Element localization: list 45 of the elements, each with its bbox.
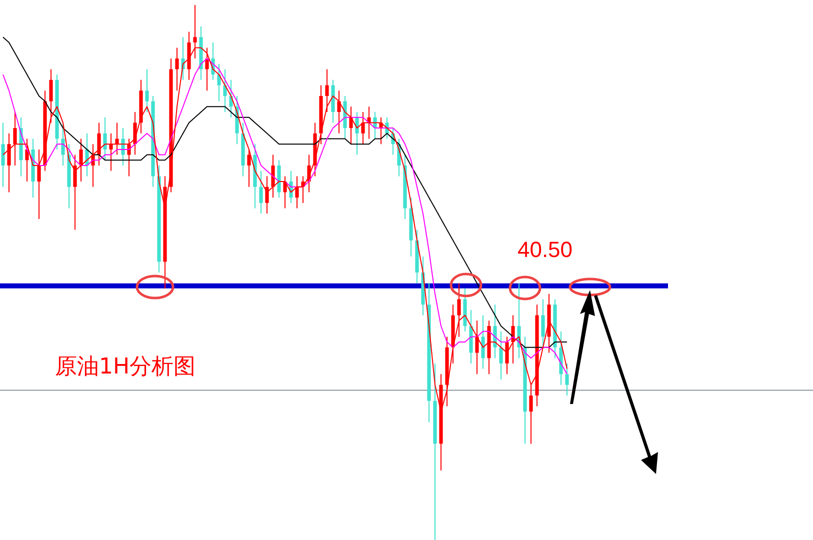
candlestick [223,68,227,112]
candlestick [73,154,77,230]
candlestick [259,170,263,214]
candlestick [499,330,503,380]
annotation: 原油1H分析图 [55,354,196,380]
candlestick [109,132,113,172]
candlestick [79,138,83,182]
candlestick [325,68,329,112]
candlestick [337,90,341,134]
candlestick [271,154,275,198]
annotation: 40.50 [517,237,573,262]
candlestick [373,112,377,140]
candlestick [517,282,521,359]
candlestick [265,176,269,214]
candlestick [133,112,137,156]
candlestick [349,106,353,145]
candlestick [1,122,5,188]
candlestick [565,362,569,396]
candlestick [229,79,233,118]
candlestick [103,116,107,161]
candlestick [457,282,461,338]
candlestick [355,112,359,156]
candlestick [541,298,545,348]
candlestick [37,148,41,220]
candlestick [295,176,299,209]
candlestick [85,132,89,177]
candlestick [247,148,251,188]
candlestick [13,112,17,166]
candlestick [97,122,101,166]
candlestick [493,304,497,359]
candlestick [283,176,287,209]
candlestick [25,138,29,182]
candlestick [121,128,125,166]
candlestick [61,122,65,166]
candlestick [145,68,149,112]
candlestick [481,314,485,370]
candlestick [505,336,509,375]
candlestick [49,68,53,124]
candlestick [7,132,11,193]
candlestick [361,112,365,145]
candlestick [115,122,119,156]
candlestick [127,138,131,177]
candlestick [511,314,515,364]
candlestick [217,63,221,102]
candlestick [475,320,479,375]
